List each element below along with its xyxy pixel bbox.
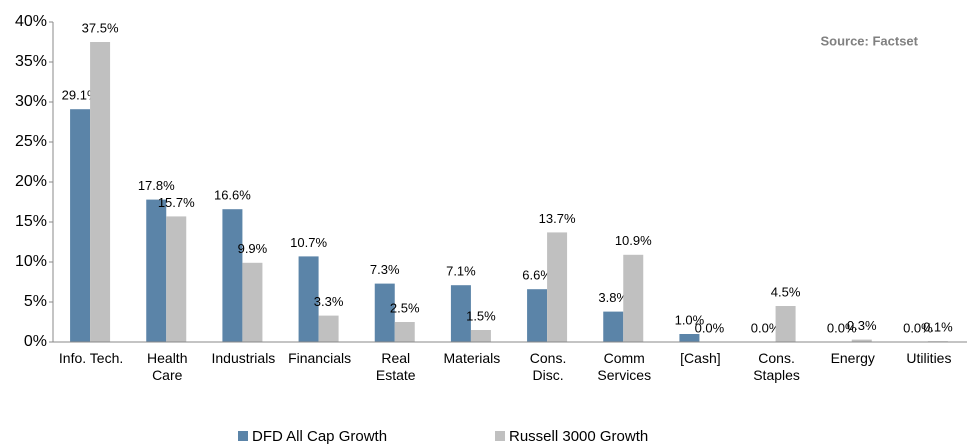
- value-label: 13.7%: [539, 211, 576, 226]
- x-tick-label: [Cash]: [680, 350, 721, 366]
- bar: [623, 254, 644, 342]
- x-tick-label: Comm Services: [597, 350, 652, 383]
- x-tick-label: Info. Tech.: [58, 350, 124, 366]
- bar: [851, 339, 872, 342]
- y-tick-label: 15%: [15, 213, 47, 230]
- y-tick-label: 0%: [24, 333, 47, 350]
- bar: [775, 306, 796, 342]
- value-label: 7.1%: [446, 264, 476, 279]
- value-label: 10.9%: [615, 233, 652, 248]
- bar: [450, 285, 471, 342]
- legend-label: DFD All Cap Growth: [252, 428, 387, 445]
- y-tick-label: 10%: [15, 253, 47, 270]
- value-label: 0.0%: [827, 320, 857, 335]
- value-label: 6.6%: [522, 268, 552, 283]
- bar: [166, 216, 187, 342]
- y-tick-label: 25%: [15, 133, 47, 150]
- bar: [679, 334, 700, 342]
- bar: [470, 330, 491, 342]
- y-tick-label: 40%: [15, 13, 47, 30]
- legend-label: Russell 3000 Growth: [509, 428, 648, 445]
- bar: [603, 311, 624, 342]
- annotation: Source: Factset: [820, 33, 918, 48]
- value-label: 3.3%: [314, 294, 344, 309]
- value-label: 0.0%: [903, 320, 933, 335]
- bar: [547, 232, 568, 342]
- bar: [222, 209, 243, 342]
- x-tick-label: Industrials: [211, 350, 276, 366]
- value-label: 2.5%: [390, 300, 420, 315]
- x-tick-label: Materials: [443, 350, 501, 366]
- value-label: 9.9%: [238, 241, 268, 256]
- x-tick-label: Cons. Disc.: [529, 350, 567, 383]
- y-tick-label: 5%: [24, 293, 47, 310]
- y-tick-label: 35%: [15, 53, 47, 70]
- value-label: 4.5%: [771, 284, 801, 299]
- value-label: 7.3%: [370, 262, 400, 277]
- value-label: 29.1%: [62, 88, 99, 103]
- bar: [374, 283, 395, 342]
- value-label: 17.8%: [138, 178, 175, 193]
- bar: [318, 315, 339, 342]
- bar: [242, 262, 263, 342]
- bar: [298, 256, 319, 342]
- bar: [527, 289, 548, 342]
- legend-swatch: [238, 431, 248, 441]
- bar: [146, 199, 167, 342]
- value-label: 10.7%: [290, 235, 327, 250]
- y-tick-label: 30%: [15, 93, 47, 110]
- x-tick-label: Real Estate: [375, 350, 416, 383]
- x-tick-label: Health Care: [147, 350, 188, 383]
- x-tick-label: Cons. Staples: [753, 350, 800, 383]
- x-tick-label: Utilities: [906, 350, 952, 366]
- value-label: 3.8%: [598, 290, 628, 305]
- value-label: 37.5%: [82, 20, 119, 35]
- value-label: 0.3%: [847, 318, 877, 333]
- value-label: 16.6%: [214, 188, 251, 203]
- value-label: 15.7%: [158, 195, 195, 210]
- bar: [70, 109, 91, 342]
- value-label: 0.0%: [751, 320, 781, 335]
- bar: [394, 322, 415, 342]
- x-tick-label: Financials: [288, 350, 352, 366]
- y-tick-label: 20%: [15, 173, 47, 190]
- value-label: 1.0%: [675, 312, 705, 327]
- x-tick-label: Energy: [830, 350, 875, 366]
- value-label: 0.0%: [695, 320, 725, 335]
- value-label: 0.1%: [923, 320, 953, 335]
- bar: [90, 42, 111, 342]
- value-label: 1.5%: [466, 308, 496, 323]
- legend-swatch: [495, 431, 505, 441]
